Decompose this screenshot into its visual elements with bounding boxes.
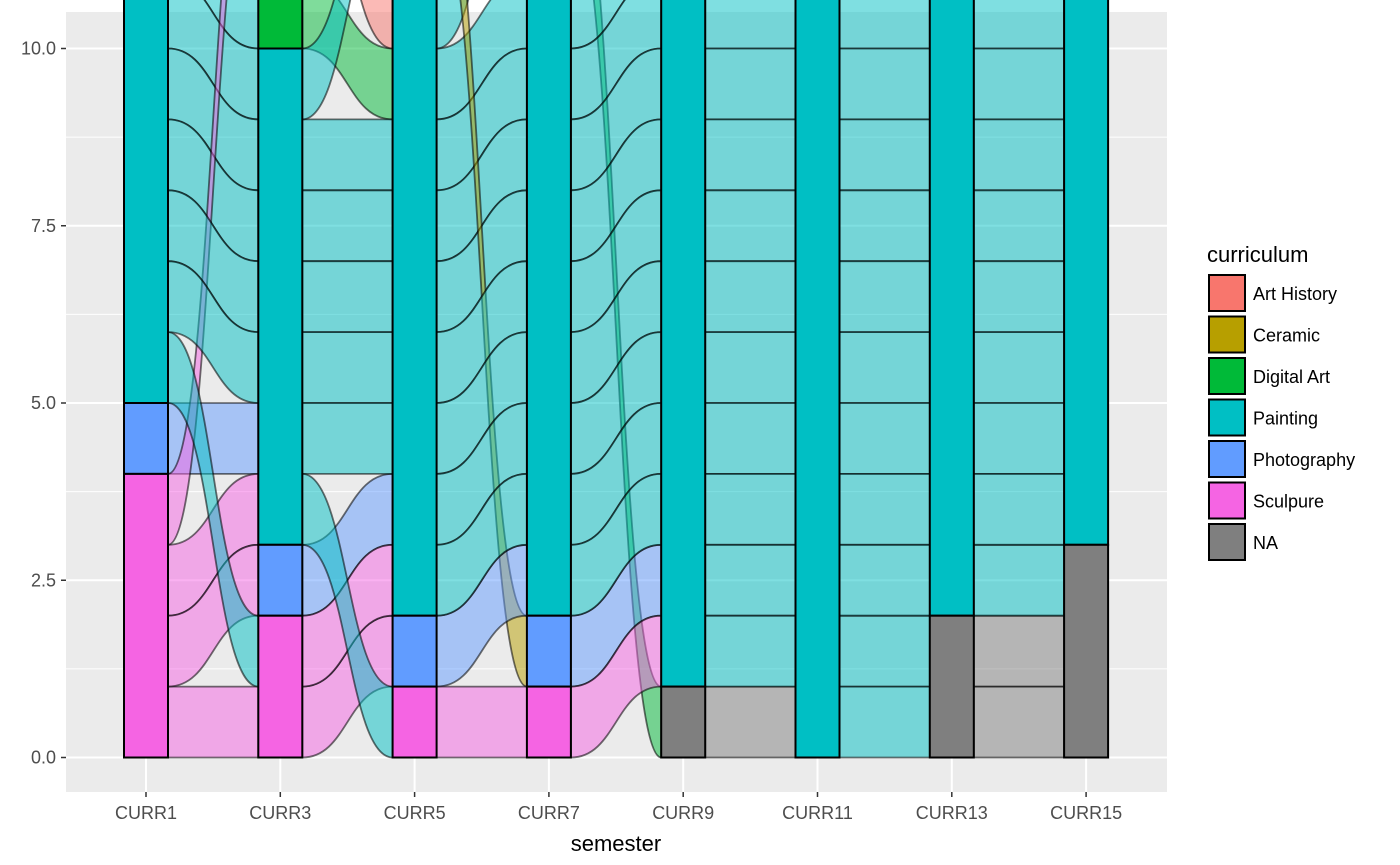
- flow-ribbon: [301, 118, 394, 192]
- flow-ribbon: [301, 189, 394, 263]
- legend-label: Ceramic: [1253, 326, 1320, 346]
- flow-ribbon: [838, 260, 931, 334]
- legend-label: Photography: [1253, 450, 1355, 470]
- y-tick-label: 2.5: [31, 570, 56, 590]
- flow-ribbon: [972, 118, 1065, 192]
- flow-ribbon: [972, 472, 1065, 546]
- flow-ribbon: [301, 331, 394, 404]
- stratum-box: [794, 0, 841, 759]
- flow-ribbon: [972, 685, 1065, 759]
- flow-ribbon: [972, 402, 1065, 475]
- flow-ribbon: [704, 614, 797, 688]
- legend-key: [1208, 398, 1246, 437]
- stratum-box: [1063, 543, 1110, 759]
- flow-ribbon: [838, 118, 931, 192]
- legend-key: [1208, 440, 1246, 478]
- stratum-box: [1063, 0, 1110, 546]
- flow-ribbon: [838, 0, 931, 50]
- x-tick-label: CURR13: [916, 803, 988, 823]
- legend-label: Art History: [1253, 284, 1337, 304]
- stratum-box: [660, 685, 707, 759]
- flow-ribbon: [972, 0, 1065, 50]
- legend-label: Sculpure: [1253, 492, 1324, 512]
- legend-label: NA: [1253, 533, 1278, 553]
- stratum-box: [257, 614, 304, 759]
- legend-key: [1208, 481, 1246, 520]
- flow-ribbon: [838, 614, 931, 688]
- y-axis: 0.0 2.5 5.0 7.5 10.0: [21, 39, 66, 768]
- stratum-box: [123, 472, 169, 759]
- x-tick-label: CURR1: [115, 803, 177, 823]
- stratum-box: [257, 0, 304, 50]
- stratum-box: [928, 614, 975, 759]
- flow-ribbon: [704, 402, 797, 475]
- y-tick-label: 7.5: [31, 216, 56, 236]
- flow-ribbon: [704, 47, 797, 121]
- legend-key: [1208, 357, 1246, 395]
- flow-ribbon: [704, 472, 797, 546]
- flow-ribbon: [301, 260, 394, 334]
- y-tick-label: 5.0: [31, 393, 56, 413]
- legend-key: [1208, 523, 1246, 561]
- stratum-box: [257, 47, 304, 546]
- legend-label: Painting: [1253, 409, 1318, 429]
- flow-ribbon: [704, 189, 797, 263]
- flow-ribbon: [704, 543, 797, 617]
- stratum-box: [525, 0, 572, 617]
- strata: [123, 0, 1110, 759]
- flow-ribbon: [704, 260, 797, 334]
- flow-ribbon: [704, 118, 797, 192]
- x-tick-label: CURR9: [652, 803, 714, 823]
- stratum-box: [123, 402, 169, 475]
- stratum-box: [525, 614, 572, 688]
- x-axis-title: semester: [571, 831, 661, 856]
- x-tick-label: CURR11: [782, 803, 853, 823]
- flow-ribbon: [301, 402, 394, 475]
- flow-ribbon: [435, 685, 528, 759]
- flow-ribbon: [838, 685, 931, 759]
- legend[interactable]: curriculum Art History Ceramic Digital Art…: [1207, 242, 1355, 561]
- x-tick-label: CURR7: [518, 803, 580, 823]
- legend-key: [1208, 274, 1246, 312]
- y-tick-label: 0.0: [31, 748, 56, 768]
- flow-ribbon: [704, 331, 797, 404]
- flow-ribbon: [838, 472, 931, 546]
- x-axis: CURR1 CURR3 CURR5 CURR7 CURR9 CURR11 CURR13 CUR…: [115, 792, 1122, 823]
- flow-ribbon: [972, 260, 1065, 334]
- flows: [167, 0, 1065, 759]
- flow-ribbon: [704, 0, 797, 50]
- flow-ribbon: [838, 47, 931, 121]
- stratum-box: [525, 685, 572, 759]
- stratum-box: [928, 0, 975, 617]
- stratum-box: [391, 685, 438, 759]
- flow-ribbon: [704, 685, 797, 759]
- stratum-box: [123, 0, 169, 404]
- stratum-box: [391, 0, 438, 617]
- legend-items: Art History Ceramic Digital Art Painting Pho…: [1208, 274, 1355, 561]
- flow-ribbon: [301, 0, 352, 121]
- flow-ribbon: [838, 543, 931, 617]
- flow-ribbon: [972, 614, 1065, 688]
- flow-ribbon: [972, 543, 1065, 617]
- flow-ribbon: [167, 685, 260, 759]
- y-tick-label: 10.0: [21, 39, 56, 59]
- stratum-box: [660, 0, 707, 688]
- flow-ribbon: [838, 402, 931, 475]
- stratum-box: [391, 614, 438, 688]
- x-tick-label: CURR15: [1050, 803, 1122, 823]
- flow-ribbon: [972, 47, 1065, 121]
- legend-title: curriculum: [1207, 242, 1308, 267]
- stratum-box: [257, 543, 304, 617]
- legend-key: [1208, 315, 1246, 354]
- x-tick-label: CURR5: [384, 803, 446, 823]
- flow-ribbon: [838, 331, 931, 404]
- flow-ribbon: [972, 189, 1065, 263]
- x-tick-label: CURR3: [249, 803, 311, 823]
- flow-ribbon: [972, 331, 1065, 404]
- legend-label: Digital Art: [1253, 367, 1330, 387]
- flow-ribbon: [838, 189, 931, 263]
